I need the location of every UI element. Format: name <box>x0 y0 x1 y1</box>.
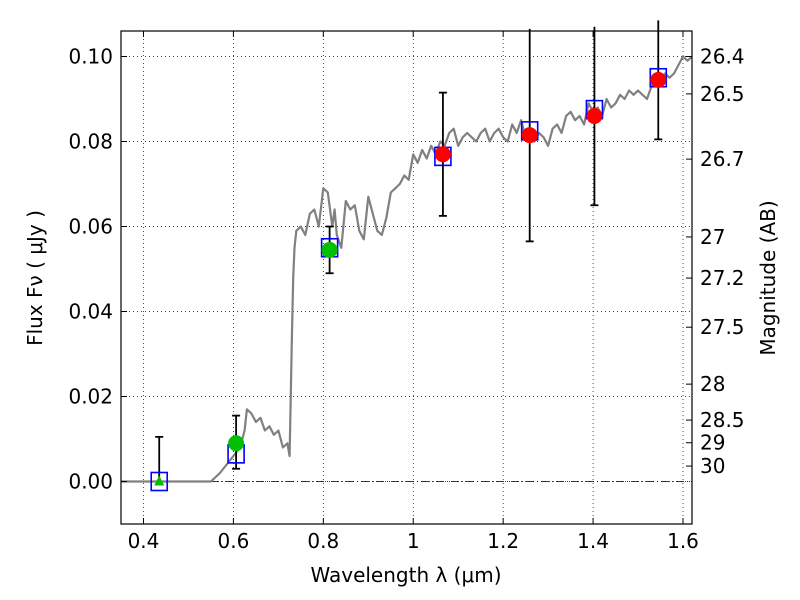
mag-tick-label: 28 <box>700 372 725 396</box>
x-tick-label: 1.2 <box>487 529 519 553</box>
y2-axis-label: Magnitude (AB) <box>756 200 780 355</box>
x-tick-label: 1.4 <box>577 529 609 553</box>
x-axis-label: Wavelength λ (μm) <box>310 563 501 587</box>
y-tick-label: 0.02 <box>68 385 113 409</box>
mag-tick-label: 29 <box>700 431 725 455</box>
y-tick-label: 0.10 <box>68 45 113 69</box>
mag-tick-label: 28.5 <box>700 408 745 432</box>
mag-tick-label: 26.7 <box>700 147 745 171</box>
data-markers <box>150 20 668 492</box>
y-tick-label: 0.08 <box>68 130 113 154</box>
x-tick-label: 0.8 <box>307 529 339 553</box>
model-spectrum-line <box>121 55 692 483</box>
green-data-point <box>228 435 245 452</box>
red-data-point <box>586 108 603 124</box>
upper-limit-triangle <box>154 475 165 486</box>
x-tick-label: 0.6 <box>217 529 249 553</box>
x-tick-label: 1.6 <box>667 529 699 553</box>
plot-area <box>121 31 692 524</box>
mag-tick-label: 27 <box>700 225 725 249</box>
red-data-point <box>521 127 538 144</box>
ticks: 0.4 0.6 0.8 1 1.2 1.4 1.6 0.00 0.02 0.04 0.06 0.08 0… <box>68 31 745 553</box>
x-tick-label: 1 <box>407 529 420 553</box>
y-axis-label: Flux Fν ( μJy ) <box>23 210 47 346</box>
red-data-point <box>650 71 667 88</box>
y-tick-label: 0.00 <box>68 470 113 494</box>
y-tick-label: 0.06 <box>68 215 113 239</box>
green-data-point <box>321 241 338 258</box>
mag-tick-label: 26.4 <box>700 45 745 69</box>
plot-frame <box>120 30 693 525</box>
mag-tick-label: 30 <box>700 454 725 478</box>
mag-tick-label: 26.5 <box>700 82 745 106</box>
y-tick-label: 0.04 <box>68 300 113 324</box>
plot-content <box>121 55 692 483</box>
mag-tick-label: 27.5 <box>700 315 745 339</box>
model-photometry-square <box>150 471 169 492</box>
mag-tick-label: 27.2 <box>700 266 745 290</box>
x-tick-label: 0.4 <box>128 529 160 553</box>
red-data-point <box>434 146 451 163</box>
